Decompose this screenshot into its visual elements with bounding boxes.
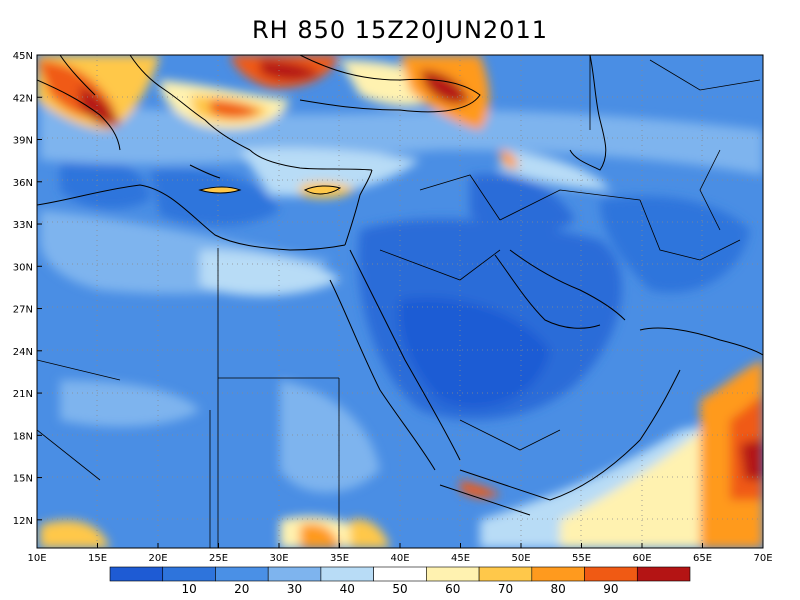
lat-label: 30N (13, 262, 33, 273)
colorbar-label: 20 (234, 582, 249, 596)
lon-label: 30E (269, 553, 288, 564)
lon-label: 35E (330, 553, 349, 564)
lon-label: 60E (632, 553, 651, 564)
colorbar-label: 70 (498, 582, 513, 596)
lon-label: 45E (451, 553, 470, 564)
map-title: RH 850 15Z20JUN2011 (252, 16, 548, 44)
colorbar-swatch (531, 566, 585, 582)
colorbar-swatch (584, 566, 638, 582)
colorbar-label: 50 (392, 582, 407, 596)
humidity-field (37, 55, 763, 548)
colorbar-label: 30 (287, 582, 302, 596)
lat-label: 39N (13, 136, 33, 147)
lon-label: 50E (511, 553, 530, 564)
lon-label: 70E (753, 553, 772, 564)
colorbar-label: 40 (340, 582, 355, 596)
lat-label: 42N (13, 93, 33, 104)
colorbar-swatch (320, 566, 374, 582)
longitude-axis: 10E 15E 20E 25E 30E 35E 40E 45E 50E 55E 60E 65E 70E (27, 543, 773, 564)
colorbar-label: 10 (181, 582, 196, 596)
lat-label: 21N (13, 389, 33, 400)
lat-label: 45N (13, 51, 33, 62)
colorbar-label: 60 (445, 582, 460, 596)
colorbar-label: 80 (551, 582, 566, 596)
colorbar-swatch (267, 566, 322, 582)
latitude-axis: 45N 42N 39N 36N 33N 30N 27N 24N 21N 18N 15N 12N (13, 51, 42, 527)
lon-label: 10E (27, 553, 46, 564)
colorbar-swatch (109, 566, 164, 582)
lon-label: 40E (390, 553, 409, 564)
colorbar-swatch (636, 566, 691, 582)
colorbar-swatch (426, 566, 480, 582)
lat-label: 24N (13, 347, 33, 358)
colorbar-swatch (478, 566, 533, 582)
colorbar-label: 90 (603, 582, 618, 596)
lat-label: 36N (13, 178, 33, 189)
lon-label: 55E (572, 553, 591, 564)
colorbar-swatch (162, 566, 216, 582)
colorbar-swatch (215, 566, 269, 582)
coastlines-and-borders (37, 55, 763, 548)
lat-label: 33N (13, 220, 33, 231)
crete-island (198, 186, 242, 194)
lon-label: 20E (148, 553, 167, 564)
lon-label: 25E (209, 553, 228, 564)
lon-label: 15E (88, 553, 107, 564)
colorbar: 10 20 30 40 50 60 70 80 90 (109, 566, 691, 596)
lat-label: 27N (13, 305, 33, 316)
lat-label: 12N (13, 516, 33, 527)
lon-label: 65E (693, 553, 712, 564)
lat-label: 18N (13, 431, 33, 442)
cyprus-island (303, 185, 342, 195)
lat-label: 15N (13, 474, 33, 485)
colorbar-swatch (373, 566, 427, 582)
